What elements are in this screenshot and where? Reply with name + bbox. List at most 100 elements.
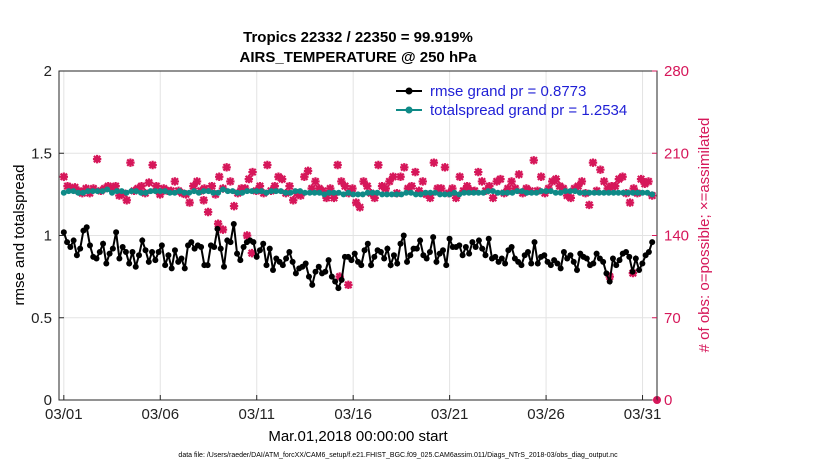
obs-assimilated-marker bbox=[625, 198, 635, 207]
series-point bbox=[86, 242, 93, 249]
obs-assimilated-marker bbox=[507, 177, 516, 186]
series-point bbox=[518, 262, 525, 269]
series-point bbox=[528, 189, 535, 196]
series-point bbox=[629, 189, 636, 196]
series-point bbox=[322, 268, 329, 275]
series-point bbox=[509, 189, 516, 196]
obs-assimilated-marker bbox=[411, 167, 420, 177]
series-point bbox=[524, 248, 531, 255]
series-point bbox=[626, 253, 633, 260]
obs-assimilated-marker bbox=[559, 184, 568, 193]
series-point bbox=[567, 188, 574, 195]
series-point bbox=[139, 237, 146, 244]
series-point bbox=[103, 260, 110, 267]
series-point bbox=[581, 189, 588, 196]
obs-assimilated-marker bbox=[592, 186, 601, 196]
obs-assimilated-marker bbox=[425, 193, 435, 203]
obs-assimilated-marker bbox=[326, 184, 335, 193]
series-point bbox=[603, 270, 610, 277]
series-point bbox=[371, 253, 378, 260]
series-point bbox=[475, 189, 482, 196]
series-point bbox=[73, 252, 80, 259]
y-right-tick-label: 210 bbox=[664, 145, 689, 162]
obs-assimilated-marker bbox=[477, 177, 487, 186]
series-point bbox=[518, 188, 525, 195]
series-point bbox=[162, 262, 169, 269]
series-point bbox=[475, 237, 482, 244]
series-point bbox=[479, 245, 486, 252]
series-point bbox=[368, 262, 375, 269]
series-point bbox=[100, 240, 107, 247]
obs-assimilated-marker bbox=[229, 201, 239, 211]
series-point bbox=[211, 244, 218, 251]
series-point bbox=[345, 189, 352, 196]
obs-assimilated-marker bbox=[122, 196, 131, 205]
series-point bbox=[482, 252, 489, 259]
legend: rmse grand pr = 0.8773 totalspread grand… bbox=[396, 83, 627, 119]
series-point bbox=[359, 191, 366, 198]
series-point bbox=[129, 248, 136, 255]
series-point bbox=[60, 229, 67, 236]
series-point bbox=[439, 247, 446, 254]
series-point bbox=[381, 255, 388, 262]
series-point bbox=[379, 191, 386, 198]
obs-assimilated-marker bbox=[529, 156, 538, 165]
obs-assimilated-marker bbox=[344, 280, 353, 290]
series-point bbox=[157, 188, 164, 195]
series-point bbox=[270, 267, 277, 274]
obs-assimilated-marker bbox=[451, 193, 461, 203]
series-point bbox=[219, 186, 226, 193]
series-point bbox=[649, 239, 656, 246]
series-point bbox=[230, 220, 237, 227]
series-point bbox=[152, 257, 159, 264]
series-point bbox=[321, 191, 328, 198]
series-point bbox=[248, 188, 255, 195]
obs-assimilated-marker bbox=[374, 160, 383, 170]
obs-assimilated-marker bbox=[610, 181, 620, 191]
obs-assimilated-marker bbox=[351, 198, 361, 207]
series-point bbox=[600, 189, 607, 196]
obs-assimilated-marker bbox=[340, 181, 350, 191]
obs-assimilated-marker bbox=[126, 158, 135, 167]
series-point bbox=[171, 247, 178, 254]
y-right-axis-label: # of obs: o=possible; ×=assimilated bbox=[696, 118, 713, 353]
series-point bbox=[104, 186, 111, 193]
series-point bbox=[149, 248, 156, 255]
series-point bbox=[282, 189, 289, 196]
series-point bbox=[613, 262, 620, 269]
series-point bbox=[508, 244, 515, 251]
series-point bbox=[106, 250, 113, 257]
series-point bbox=[279, 262, 286, 269]
obs-assimilated-marker bbox=[503, 184, 513, 193]
series-point bbox=[137, 189, 144, 196]
series-point bbox=[562, 188, 569, 195]
series-point bbox=[142, 189, 149, 196]
series-point bbox=[128, 188, 135, 195]
series-point bbox=[586, 189, 593, 196]
series-point bbox=[250, 239, 257, 246]
series-point bbox=[312, 268, 319, 275]
series-point bbox=[443, 262, 450, 269]
y-left-tick-label: 0.5 bbox=[31, 310, 52, 327]
obs-assimilated-marker bbox=[215, 172, 224, 181]
totalspread-series bbox=[60, 186, 656, 198]
series-point bbox=[446, 191, 453, 198]
series-point bbox=[162, 188, 169, 195]
series-point bbox=[547, 262, 554, 269]
series-point bbox=[325, 257, 332, 264]
series-point bbox=[253, 253, 260, 260]
series-point bbox=[302, 260, 309, 267]
obs-assimilated-marker bbox=[322, 193, 331, 203]
series-point bbox=[263, 189, 270, 196]
y-right-tick-label: 0 bbox=[664, 392, 672, 409]
obs-assimilated-marker bbox=[335, 272, 344, 281]
series-point bbox=[361, 247, 368, 254]
series-point bbox=[118, 188, 125, 195]
series-point bbox=[432, 189, 439, 196]
series-point bbox=[609, 255, 616, 262]
series-point bbox=[287, 189, 294, 196]
series-point bbox=[266, 245, 273, 252]
obs-assimilated-marker bbox=[111, 181, 120, 191]
series-point bbox=[301, 189, 308, 196]
series-point bbox=[404, 258, 411, 265]
